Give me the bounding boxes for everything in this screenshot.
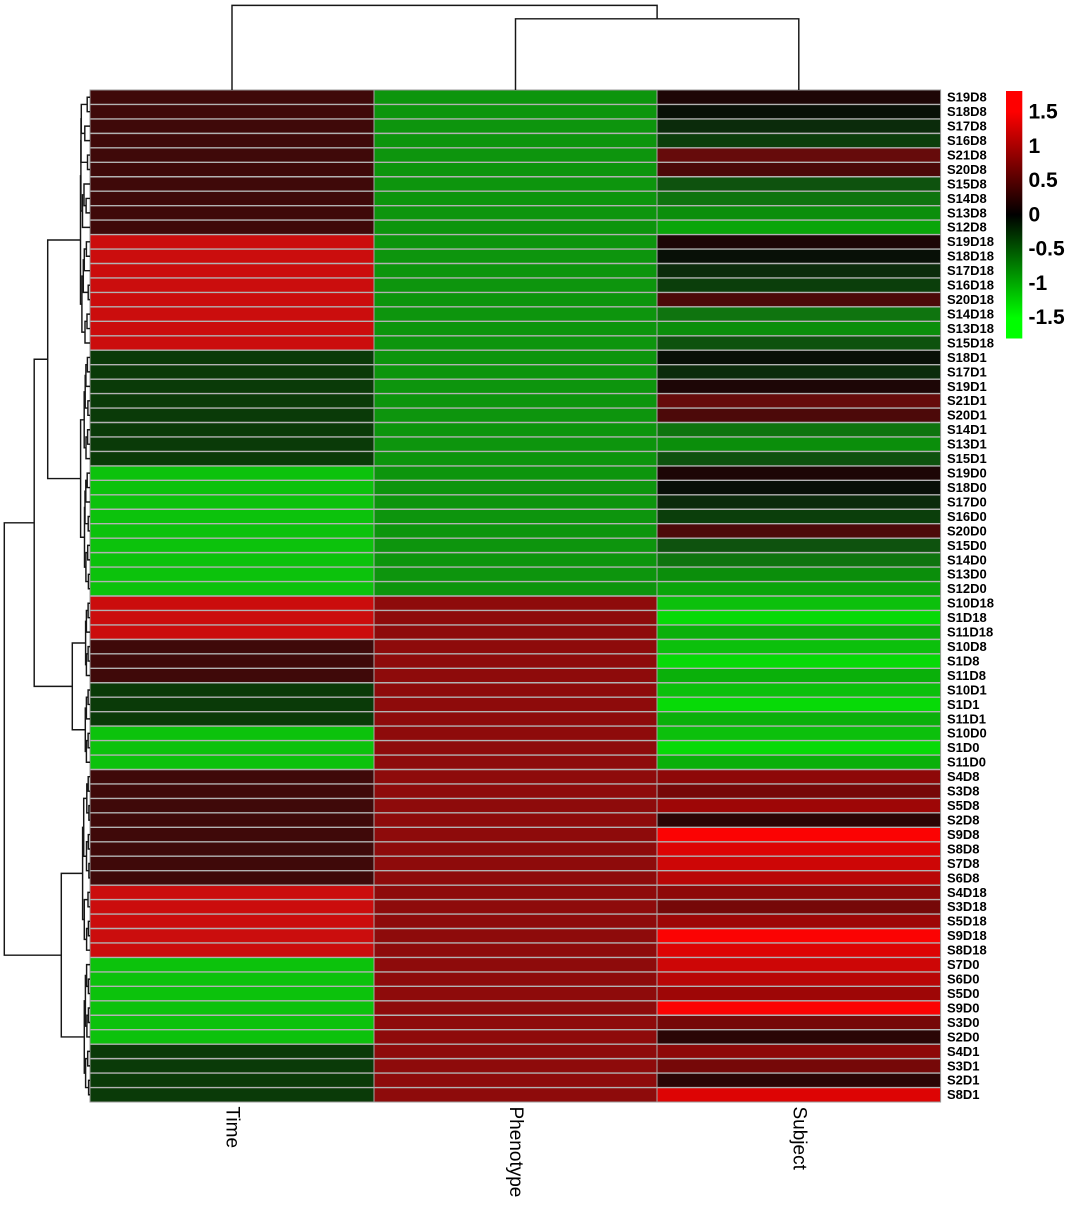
svg-text:S8D18: S8D18 — [947, 943, 987, 958]
svg-text:S3D0: S3D0 — [947, 1015, 980, 1030]
svg-text:S8D1: S8D1 — [947, 1087, 980, 1102]
svg-text:S12D8: S12D8 — [947, 220, 987, 235]
svg-text:S6D8: S6D8 — [947, 870, 980, 885]
svg-text:S20D18: S20D18 — [947, 292, 994, 307]
svg-text:S17D8: S17D8 — [947, 119, 987, 134]
svg-text:-1.5: -1.5 — [1029, 306, 1066, 329]
svg-text:S4D18: S4D18 — [947, 885, 987, 900]
svg-text:S8D8: S8D8 — [947, 841, 980, 856]
svg-text:S17D0: S17D0 — [947, 494, 987, 509]
svg-text:-1: -1 — [1029, 272, 1048, 295]
svg-text:S7D8: S7D8 — [947, 856, 980, 871]
svg-text:S7D0: S7D0 — [947, 957, 980, 972]
svg-text:S17D18: S17D18 — [947, 263, 994, 278]
svg-text:S15D18: S15D18 — [947, 335, 994, 350]
svg-text:S13D0: S13D0 — [947, 567, 987, 582]
svg-text:S2D1: S2D1 — [947, 1073, 980, 1088]
svg-text:S5D0: S5D0 — [947, 986, 980, 1001]
svg-text:S11D8: S11D8 — [947, 668, 986, 683]
svg-text:S4D1: S4D1 — [947, 1044, 980, 1059]
svg-text:S20D0: S20D0 — [947, 523, 987, 538]
svg-text:S19D8: S19D8 — [947, 90, 987, 105]
svg-text:S2D8: S2D8 — [947, 812, 980, 827]
svg-text:-0.5: -0.5 — [1029, 238, 1066, 261]
svg-text:S1D18: S1D18 — [947, 610, 987, 625]
svg-text:S13D1: S13D1 — [947, 437, 987, 452]
svg-text:S21D1: S21D1 — [947, 393, 987, 408]
svg-text:S14D1: S14D1 — [947, 422, 987, 437]
svg-text:S12D0: S12D0 — [947, 581, 987, 596]
svg-text:0.5: 0.5 — [1029, 169, 1059, 192]
svg-text:S15D0: S15D0 — [947, 538, 987, 553]
svg-text:Phenotype: Phenotype — [505, 1107, 526, 1198]
svg-text:S10D8: S10D8 — [947, 639, 987, 654]
svg-text:S10D0: S10D0 — [947, 726, 987, 741]
svg-text:S9D0: S9D0 — [947, 1000, 980, 1015]
svg-text:S17D1: S17D1 — [947, 364, 987, 379]
svg-text:S4D8: S4D8 — [947, 769, 980, 784]
svg-text:S16D18: S16D18 — [947, 278, 994, 293]
svg-text:S11D1: S11D1 — [947, 711, 986, 726]
svg-text:S16D0: S16D0 — [947, 509, 987, 524]
svg-text:S9D8: S9D8 — [947, 827, 980, 842]
svg-text:S15D8: S15D8 — [947, 176, 987, 191]
svg-text:S20D1: S20D1 — [947, 408, 987, 423]
svg-text:Time: Time — [222, 1107, 243, 1149]
svg-text:S20D8: S20D8 — [947, 162, 987, 177]
svg-text:S1D1: S1D1 — [947, 697, 980, 712]
svg-text:S16D8: S16D8 — [947, 133, 987, 148]
svg-text:S1D8: S1D8 — [947, 653, 980, 668]
svg-text:S14D18: S14D18 — [947, 306, 994, 321]
svg-text:S3D18: S3D18 — [947, 899, 987, 914]
svg-text:S18D1: S18D1 — [947, 350, 987, 365]
svg-text:S9D18: S9D18 — [947, 928, 987, 943]
svg-text:1: 1 — [1029, 135, 1041, 158]
svg-text:S5D8: S5D8 — [947, 798, 980, 813]
svg-text:S10D1: S10D1 — [947, 682, 987, 697]
svg-text:Subject: Subject — [788, 1107, 809, 1171]
svg-text:S3D8: S3D8 — [947, 784, 980, 799]
svg-text:S14D0: S14D0 — [947, 552, 987, 567]
svg-text:S3D1: S3D1 — [947, 1058, 980, 1073]
svg-text:S18D0: S18D0 — [947, 480, 987, 495]
svg-text:S13D8: S13D8 — [947, 205, 987, 220]
svg-text:1.5: 1.5 — [1029, 101, 1059, 124]
svg-text:S15D1: S15D1 — [947, 451, 987, 466]
svg-text:S13D18: S13D18 — [947, 321, 994, 336]
svg-text:S11D18: S11D18 — [947, 625, 993, 640]
svg-text:S6D0: S6D0 — [947, 972, 980, 987]
svg-text:0: 0 — [1029, 203, 1041, 226]
svg-text:S19D0: S19D0 — [947, 466, 987, 481]
svg-text:S18D18: S18D18 — [947, 249, 994, 264]
svg-text:S19D1: S19D1 — [947, 379, 987, 394]
svg-text:S21D8: S21D8 — [947, 147, 987, 162]
svg-text:S2D0: S2D0 — [947, 1029, 980, 1044]
svg-text:S5D18: S5D18 — [947, 914, 987, 929]
svg-text:S10D18: S10D18 — [947, 596, 994, 611]
svg-text:S19D18: S19D18 — [947, 234, 994, 249]
svg-text:S18D8: S18D8 — [947, 104, 987, 119]
svg-text:S14D8: S14D8 — [947, 191, 987, 206]
svg-text:S11D0: S11D0 — [947, 755, 986, 770]
svg-text:S1D0: S1D0 — [947, 740, 980, 755]
